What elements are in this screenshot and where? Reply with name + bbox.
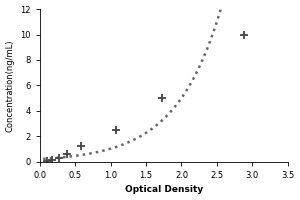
X-axis label: Optical Density: Optical Density — [124, 185, 203, 194]
Y-axis label: Concentration(ng/mL): Concentration(ng/mL) — [6, 39, 15, 132]
